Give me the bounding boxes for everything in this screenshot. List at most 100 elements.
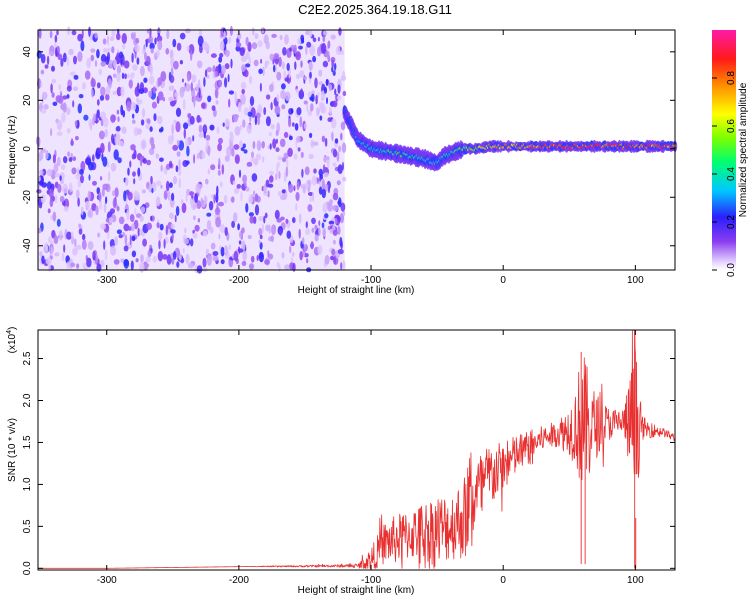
noise-blob [190, 82, 193, 92]
noise-blob [309, 196, 313, 202]
noise-blob [122, 110, 126, 118]
noise-blob [86, 257, 92, 268]
noise-blob [295, 88, 299, 94]
noise-blob [309, 132, 313, 139]
noise-blob [103, 240, 106, 250]
noise-blob [230, 133, 234, 142]
noise-blob [206, 212, 212, 217]
noise-blob [163, 190, 168, 200]
noise-blob [77, 51, 83, 62]
noise-blob [233, 144, 240, 150]
noise-blob [104, 128, 108, 138]
noise-blob [276, 94, 280, 102]
noise-blob [157, 251, 164, 262]
noise-blob [332, 100, 338, 108]
noise-blob [112, 90, 117, 96]
noise-blob [62, 95, 68, 100]
noise-blob [317, 92, 320, 99]
noise-blob [133, 36, 136, 46]
noise-blob [264, 259, 270, 265]
noise-blob [129, 73, 134, 79]
noise-blob [52, 211, 57, 222]
noise-blob [80, 206, 84, 216]
noise-blob [263, 107, 267, 116]
noise-blob [160, 126, 164, 132]
noise-blob [322, 30, 328, 36]
noise-blob [281, 189, 286, 194]
noise-blob [78, 94, 84, 99]
noise-blob [259, 234, 263, 240]
noise-blob [110, 162, 117, 172]
noise-blob [155, 153, 160, 159]
noise-blob [310, 139, 315, 149]
noise-blob [248, 196, 254, 204]
noise-blob [76, 189, 80, 199]
noise-blob [84, 70, 91, 80]
noise-blob [54, 34, 58, 43]
colorbar-gradient [712, 30, 736, 270]
spectrogram-y-ticks: -40 -20 0 20 40 [22, 46, 675, 253]
noise-blob [293, 153, 298, 160]
noise-blob [127, 73, 130, 79]
noise-blob [142, 87, 148, 94]
snr-y-tick-label: 0.5 [22, 519, 33, 533]
noise-blob [234, 187, 240, 194]
noise-blob [152, 255, 157, 263]
noise-blob [258, 251, 264, 263]
noise-blob [251, 27, 255, 36]
noise-blob [140, 139, 147, 150]
noise-blob [269, 170, 275, 176]
noise-blob [62, 102, 67, 113]
noise-blob [70, 231, 74, 239]
noise-blob [178, 140, 185, 151]
noise-blob [76, 244, 82, 250]
noise-blob [134, 44, 140, 53]
noise-blob [209, 124, 215, 131]
noise-blob [324, 137, 328, 147]
colorbar-tick-label: 0.2 [726, 215, 737, 229]
noise-blob [102, 183, 109, 190]
noise-blob [156, 222, 160, 229]
noise-blob [300, 88, 303, 95]
noise-blob [181, 78, 184, 83]
noise-blob [169, 75, 175, 84]
noise-blob [72, 156, 77, 162]
noise-blob [206, 254, 212, 266]
noise-blob [242, 174, 248, 184]
noise-blob [54, 194, 58, 204]
noise-blob [160, 184, 163, 189]
noise-blob [107, 162, 110, 168]
noise-blob [284, 34, 289, 45]
noise-blob [228, 90, 235, 95]
noise-blob [77, 166, 80, 176]
noise-blob [78, 223, 82, 229]
noise-blob [80, 160, 86, 172]
noise-blob [331, 66, 334, 73]
noise-blob [106, 35, 110, 46]
noise-blob [129, 214, 135, 222]
snr-x-tick-label: -200 [229, 575, 249, 586]
noise-blob [98, 68, 103, 75]
noise-blob [192, 232, 198, 239]
noise-blob [97, 232, 101, 238]
snr-y-tick-label: 2.5 [22, 351, 33, 365]
noise-blob [314, 77, 318, 89]
noise-blob [256, 255, 259, 261]
noise-blob [279, 138, 286, 148]
noise-blob [188, 44, 195, 55]
noise-blob [175, 121, 181, 133]
noise-blob [88, 174, 91, 181]
noise-blob [270, 235, 274, 243]
noise-blob [121, 33, 128, 44]
noise-blob [40, 69, 45, 75]
noise-blob [98, 130, 105, 140]
noise-blob [279, 34, 283, 41]
noise-blob [70, 138, 74, 147]
noise-blob [82, 233, 86, 241]
noise-blob [105, 85, 111, 95]
noise-blob [151, 187, 154, 194]
noise-blob [56, 218, 61, 227]
noise-blob [58, 230, 63, 241]
noise-blob [150, 47, 154, 54]
